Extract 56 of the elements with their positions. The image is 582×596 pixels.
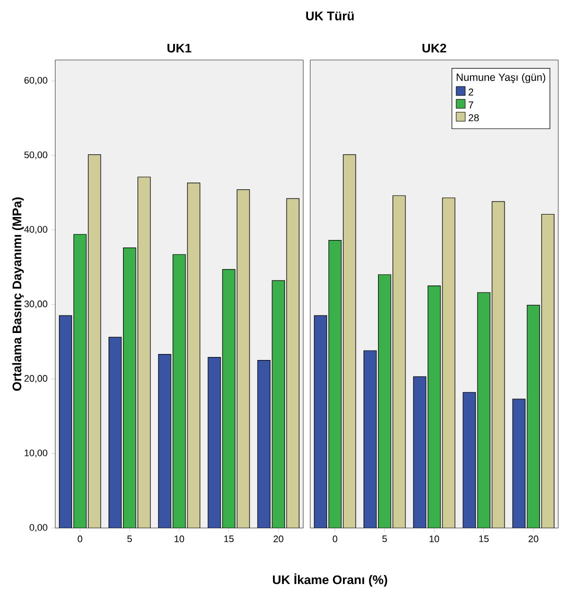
y-tick-label: 20,00 [24,375,48,383]
y-axis-title: Ortalama Basınç Dayanımı (MPa) [12,197,24,391]
bar [428,286,441,528]
y-tick-label: 60,00 [24,76,48,85]
bar [108,336,122,528]
bar [73,234,87,528]
x-tick-label: 0 [332,536,338,542]
bar [477,292,490,528]
bar [123,247,136,528]
x-tick-label: 5 [382,536,387,542]
bar [413,376,426,528]
y-tick-label: 10,00 [24,450,48,458]
bar [342,154,356,528]
legend-label: 7 [468,101,474,108]
x-tick-label: 20 [528,536,538,542]
text: UK Türü [306,12,354,20]
bar [286,198,300,528]
bar [492,201,505,528]
legend-label: 2 [468,88,474,96]
x-axis-title: UK İkame Oranı (%) [272,573,388,587]
bar [392,195,406,528]
x-tick-label: 15 [224,536,234,542]
bar [257,360,270,528]
bar [172,254,186,528]
x-tick-label: 10 [430,536,440,542]
x-tick-label: 20 [274,536,284,542]
y-tick-label: 50,00 [24,151,48,160]
x-tick-label: 5 [127,536,132,542]
bar [236,189,250,528]
bar [364,350,377,528]
bar [222,269,236,528]
bar [138,176,151,528]
chart-title: UK2 [422,44,446,52]
bar [328,240,342,528]
bar [512,398,526,528]
x-tick-label: 10 [174,536,184,542]
y-tick-label: 40,00 [24,226,48,234]
bar [526,304,540,528]
chart-title: UK1 [167,44,192,52]
bar [442,198,456,528]
bar [158,354,172,528]
y-tick-label: 0,00 [30,524,48,532]
bar [187,182,200,528]
bar [88,154,102,528]
bar [59,316,72,528]
bar [541,214,554,528]
legend-title: Numune Yaşı (gün) [456,73,546,84]
legend-label: 28 [468,114,479,122]
x-tick-label: 15 [479,536,489,542]
bar [314,316,327,528]
bar [462,392,476,528]
bar [272,280,285,528]
y-tick-label: 30,00 [24,300,48,308]
bar [208,357,221,528]
x-tick-label: 0 [78,536,82,542]
bar [378,274,392,528]
